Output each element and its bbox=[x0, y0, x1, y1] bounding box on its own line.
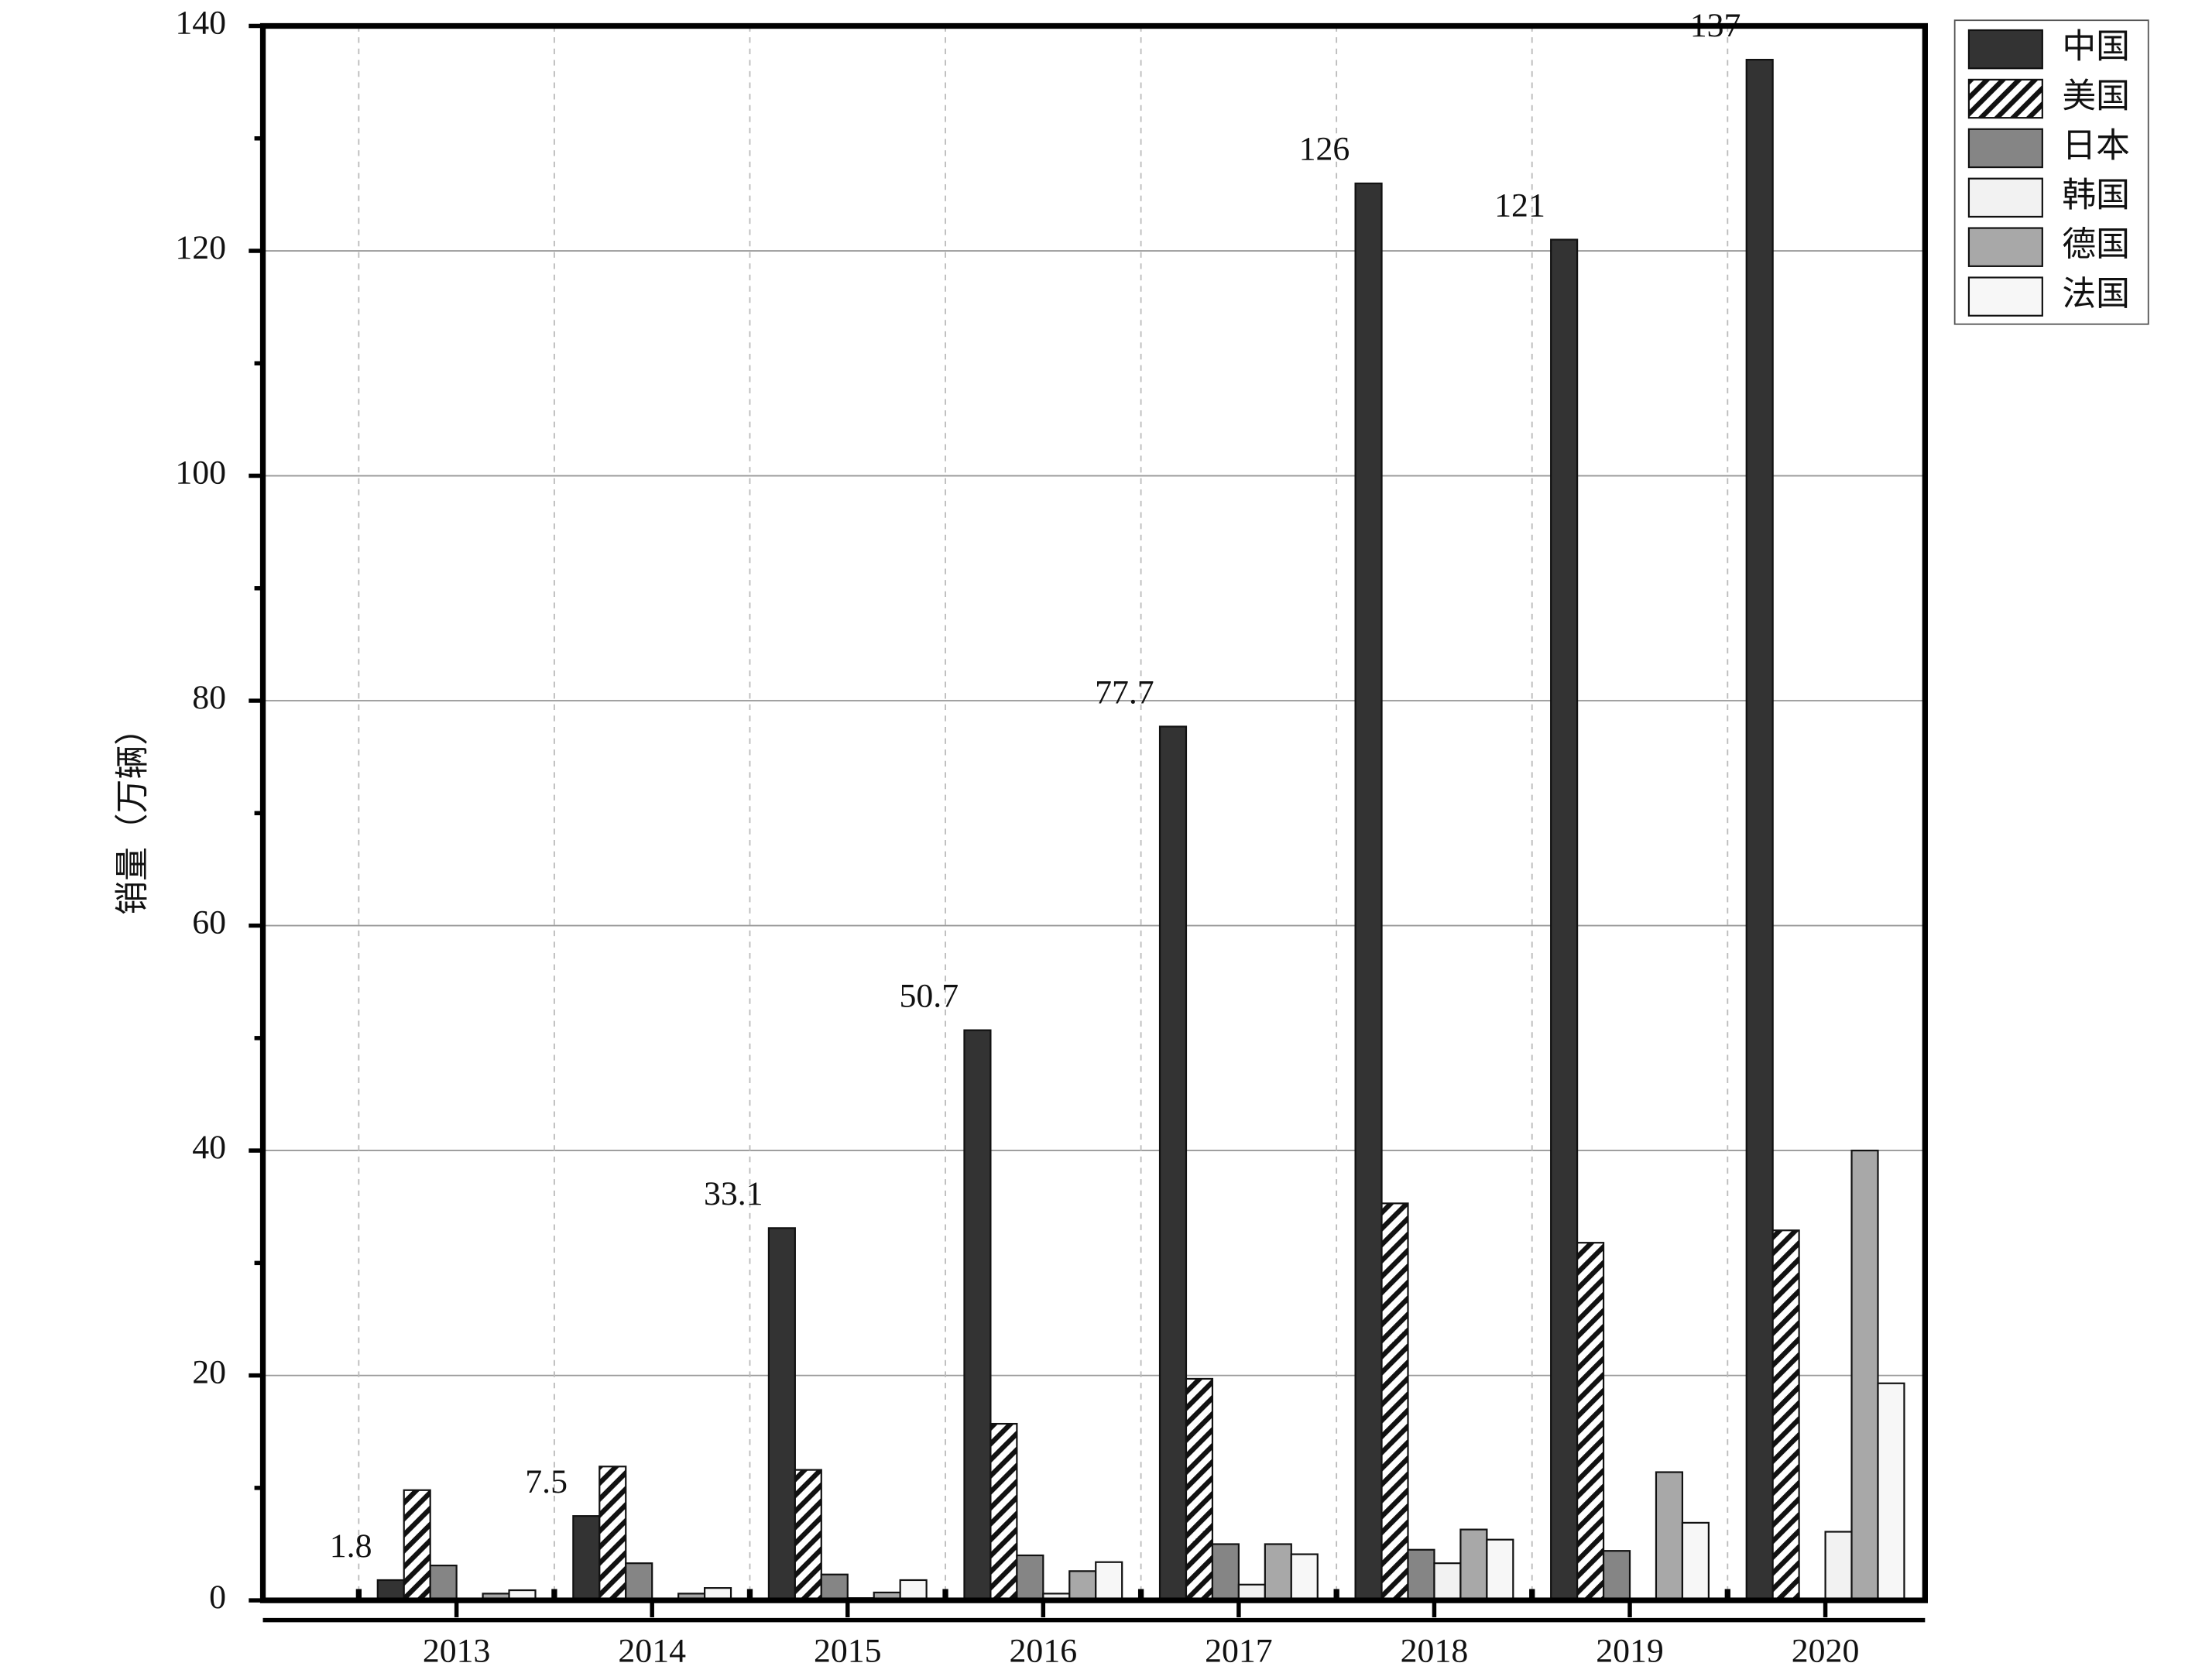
legend-swatch bbox=[1967, 227, 2043, 267]
data-label: 1.8 bbox=[330, 1527, 372, 1565]
data-label: 33.1 bbox=[704, 1175, 763, 1212]
bar bbox=[963, 1029, 992, 1602]
y-tick-label: 80 bbox=[192, 679, 226, 716]
bar bbox=[767, 1227, 796, 1602]
bar bbox=[1433, 1562, 1462, 1602]
x-tick-label: 2018 bbox=[1401, 1633, 1469, 1670]
bar bbox=[989, 1422, 1018, 1602]
bar bbox=[1771, 1229, 1800, 1602]
y-tick-label: 20 bbox=[192, 1354, 226, 1391]
bar bbox=[376, 1579, 405, 1602]
x-tick-label: 2016 bbox=[1010, 1633, 1078, 1670]
y-axis-label: 销量（万辆） bbox=[114, 711, 151, 915]
y-tick-label: 60 bbox=[192, 904, 226, 941]
legend-swatch bbox=[1967, 29, 2043, 70]
bar bbox=[899, 1579, 928, 1602]
bar bbox=[1407, 1548, 1435, 1602]
legend-label: 韩国 bbox=[2062, 177, 2130, 214]
x-tick-label: 2020 bbox=[1792, 1633, 1860, 1670]
bar bbox=[1016, 1554, 1044, 1602]
legend-label: 中国 bbox=[2062, 29, 2130, 66]
data-label: 77.7 bbox=[1095, 674, 1154, 711]
bar bbox=[1158, 725, 1188, 1602]
legend-label: 德国 bbox=[2062, 226, 2130, 263]
bar bbox=[598, 1466, 627, 1602]
bar bbox=[1576, 1242, 1605, 1602]
bar bbox=[1459, 1528, 1488, 1602]
bar bbox=[1068, 1570, 1097, 1602]
bar bbox=[1486, 1538, 1514, 1602]
data-label: 50.7 bbox=[900, 978, 959, 1015]
bar bbox=[429, 1564, 458, 1602]
y-tick-label: 0 bbox=[209, 1579, 226, 1616]
bar bbox=[1211, 1543, 1240, 1602]
bar bbox=[1290, 1553, 1319, 1602]
data-label: 7.5 bbox=[525, 1463, 568, 1500]
bar bbox=[794, 1469, 822, 1602]
y-tick-label: 100 bbox=[175, 454, 226, 492]
y-tick-label: 140 bbox=[175, 5, 226, 42]
bar bbox=[1095, 1561, 1123, 1602]
bar bbox=[1185, 1377, 1214, 1602]
bar bbox=[1877, 1382, 1905, 1602]
legend-swatch bbox=[1967, 78, 2043, 119]
bar bbox=[1655, 1471, 1684, 1602]
legend-label: 法国 bbox=[2062, 276, 2130, 313]
bar bbox=[403, 1489, 431, 1602]
bar bbox=[1745, 58, 1774, 1602]
data-label: 121 bbox=[1494, 187, 1545, 224]
bar bbox=[820, 1573, 849, 1602]
bar bbox=[1602, 1550, 1631, 1602]
y-tick-label: 120 bbox=[175, 229, 226, 266]
x-tick-label: 2019 bbox=[1596, 1633, 1664, 1670]
bar bbox=[1550, 238, 1579, 1602]
legend-label: 美国 bbox=[2062, 77, 2130, 115]
bar bbox=[1264, 1543, 1292, 1602]
x-tick-label: 2013 bbox=[423, 1633, 491, 1670]
legend-swatch bbox=[1967, 177, 2043, 218]
x-tick-label: 2017 bbox=[1205, 1633, 1273, 1670]
bar bbox=[1850, 1149, 1879, 1602]
bar bbox=[1824, 1531, 1853, 1602]
bar bbox=[1681, 1521, 1710, 1602]
bar bbox=[1354, 182, 1383, 1602]
bar bbox=[1380, 1202, 1409, 1602]
bar bbox=[572, 1515, 601, 1602]
x-tick-label: 2015 bbox=[814, 1633, 882, 1670]
bar bbox=[625, 1562, 653, 1602]
legend-swatch bbox=[1967, 276, 2043, 317]
legend-box bbox=[1953, 19, 2149, 325]
legend-swatch bbox=[1967, 128, 2043, 169]
x-tick-label: 2014 bbox=[618, 1633, 686, 1670]
data-label: 126 bbox=[1299, 131, 1350, 168]
plot-frame bbox=[259, 22, 1928, 1603]
legend-label: 日本 bbox=[2062, 127, 2130, 164]
y-tick-label: 40 bbox=[192, 1129, 226, 1166]
